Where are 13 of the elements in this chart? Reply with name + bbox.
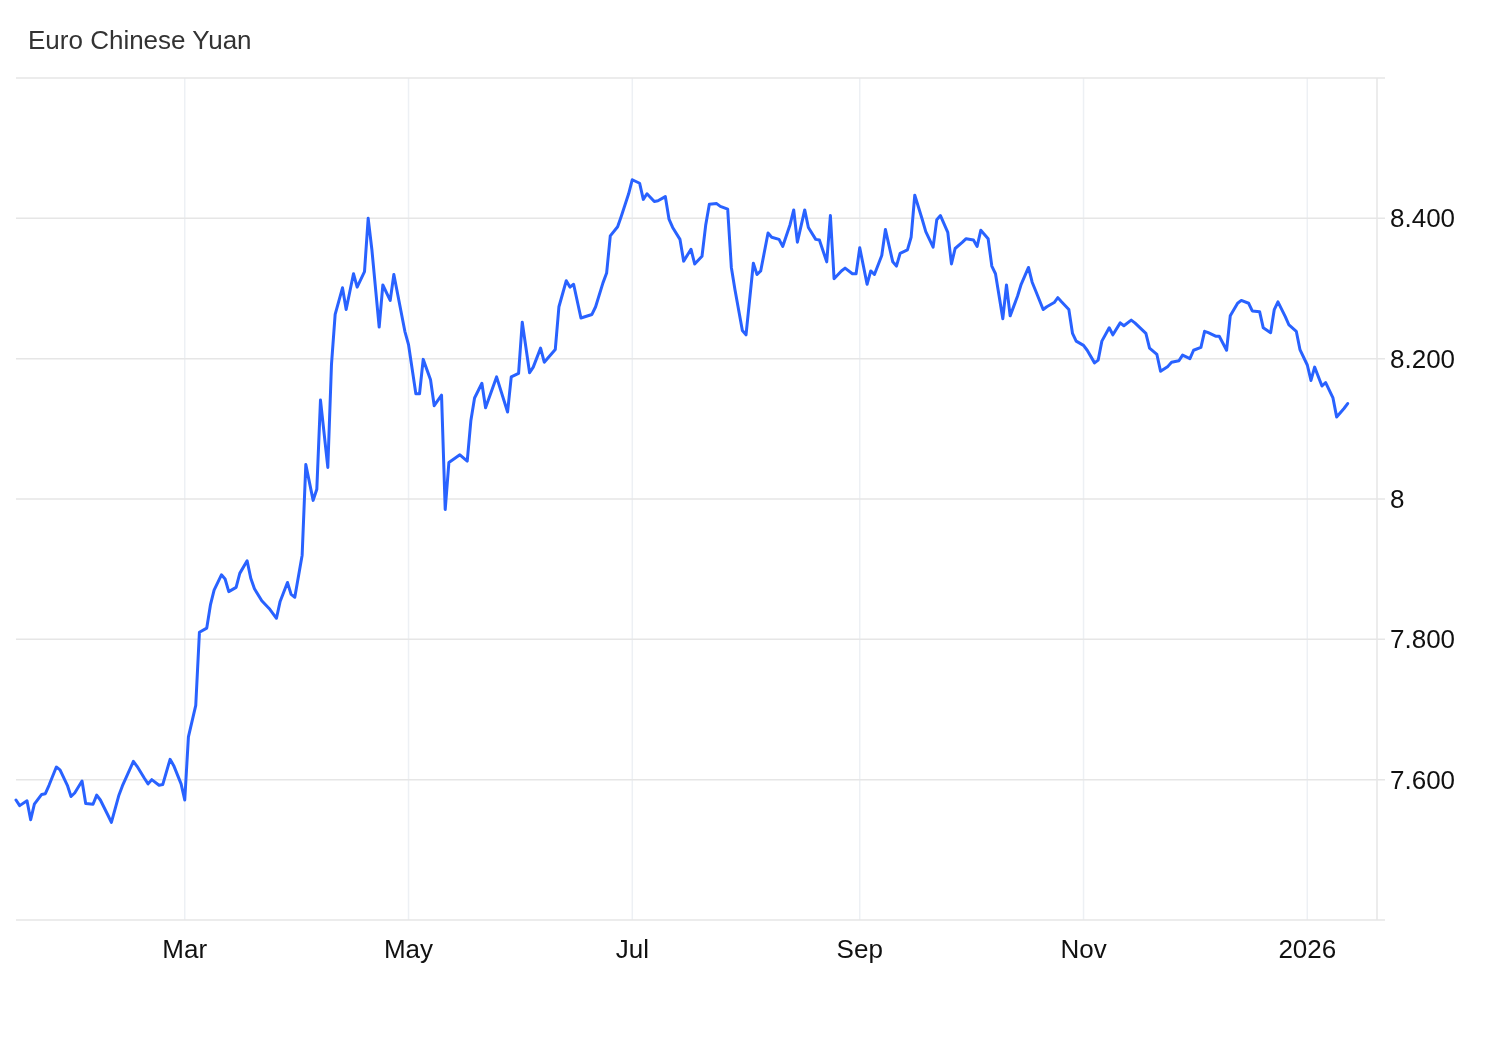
x-tick-label: Mar <box>162 934 208 964</box>
line-series <box>14 178 1350 824</box>
y-tick-label: 8.400 <box>1390 203 1456 234</box>
x-tick-label: 2026 <box>1278 934 1337 964</box>
y-tick-label: 7.800 <box>1390 624 1456 655</box>
x-tick-label: Sep <box>836 934 883 964</box>
y-tick-label: 8.200 <box>1390 343 1456 374</box>
x-tick-label: May <box>383 934 434 964</box>
y-tick-label: 8 <box>1390 484 1405 515</box>
x-tick-label: Jul <box>615 934 649 964</box>
y-tick-label: 7.600 <box>1390 764 1456 795</box>
chart-title: Euro Chinese Yuan <box>28 25 252 55</box>
x-tick-label: Nov <box>1060 934 1107 964</box>
